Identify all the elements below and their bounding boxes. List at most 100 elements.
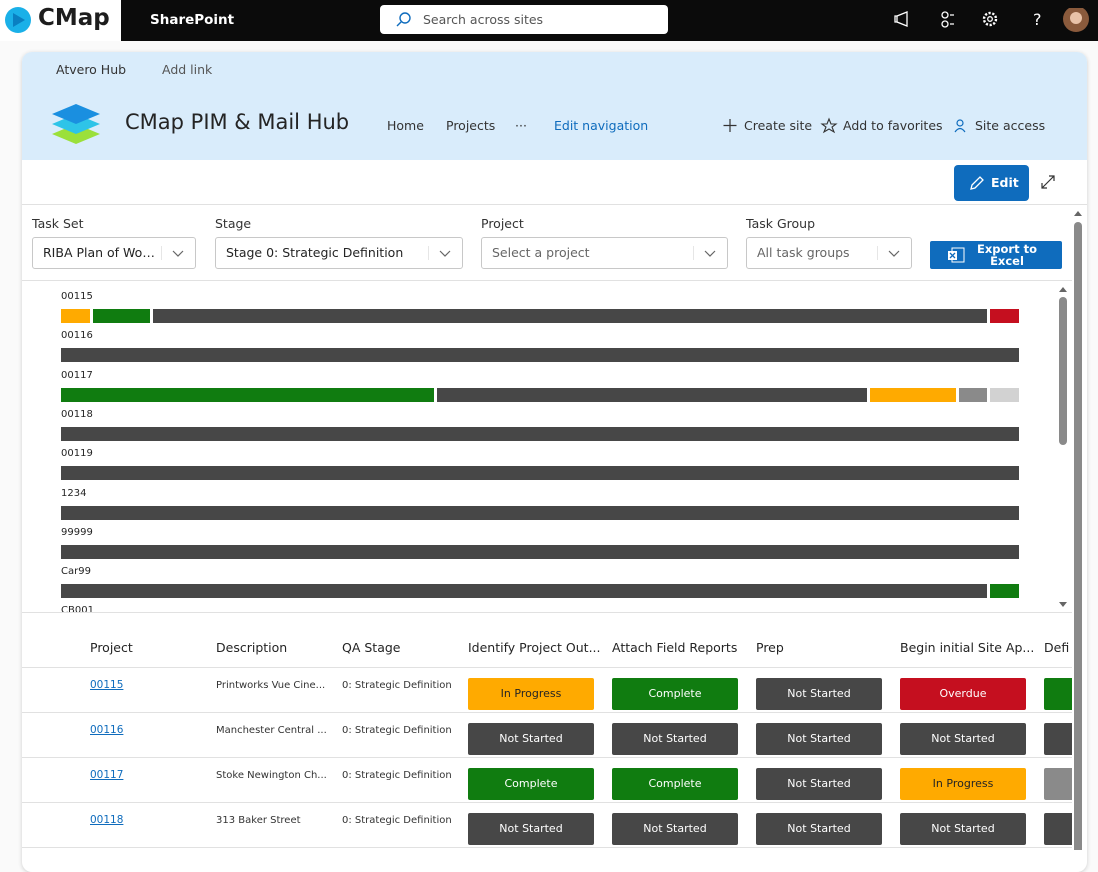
status-pill[interactable]: Not Started — [612, 723, 738, 755]
progress-segment — [61, 584, 988, 599]
project-label: 00116 — [61, 330, 93, 342]
filter-dropdown[interactable]: RIBA Plan of Work... — [32, 237, 196, 269]
project-label: 00118 — [61, 408, 93, 420]
status-pill[interactable]: Complete — [468, 768, 594, 800]
description: Manchester Central ... — [216, 725, 327, 736]
project-label: 00115 — [61, 291, 93, 302]
divider — [22, 280, 1072, 281]
filter-value: Stage 0: Strategic Definition — [226, 245, 404, 260]
status-text: In Progress — [500, 687, 562, 700]
project-link[interactable]: 00115 — [90, 679, 124, 691]
qa-stage: 0: Strategic Definition — [342, 725, 452, 736]
status-text: Complete — [648, 777, 702, 790]
page: { "top_bar": {"brand": "CMap", "app": "S… — [0, 0, 1098, 850]
status-text: Not Started — [931, 822, 995, 835]
filter-label: Task Set — [32, 216, 84, 231]
site-nav-link[interactable]: Edit navigation — [554, 118, 649, 133]
project-label: 00117 — [61, 369, 93, 381]
export-button[interactable]: Export to Excel — [930, 241, 1062, 269]
site-logo — [52, 104, 100, 144]
filter-dropdown[interactable]: Select a project — [481, 237, 728, 269]
description: 313 Baker Street — [216, 815, 301, 826]
column-header[interactable]: Defi — [1044, 640, 1070, 655]
status-pill[interactable] — [1044, 813, 1072, 845]
search-box[interactable]: Search across sites — [380, 5, 668, 34]
chart-scrollbar[interactable] — [1056, 283, 1070, 611]
chevron — [693, 246, 716, 260]
status-pill[interactable] — [1044, 723, 1072, 755]
hub-nav-link[interactable]: Add link — [162, 62, 213, 77]
site-nav-link[interactable]: Projects — [446, 118, 496, 133]
app-name[interactable]: SharePoint — [150, 12, 235, 28]
status-pill[interactable]: Overdue — [900, 678, 1026, 710]
brand-name: CMap — [38, 5, 110, 31]
site-action[interactable]: Site access — [975, 118, 1046, 133]
qa-stage: 0: Strategic Definition — [342, 770, 452, 781]
project-label: CB001 — [61, 605, 94, 612]
apps-icon[interactable] — [941, 11, 954, 28]
site-action[interactable]: Create site — [744, 118, 813, 133]
status-pill[interactable]: Not Started — [756, 813, 882, 845]
settings-icon[interactable] — [982, 11, 998, 27]
filter-dropdown[interactable]: Stage 0: Strategic Definition — [215, 237, 463, 269]
status-table: Project Description QA Stage Identify Proje… — [22, 620, 1072, 850]
status-pill[interactable] — [1044, 678, 1072, 710]
progress-segment — [61, 466, 1019, 481]
export-label: Export to Excel — [977, 242, 1037, 268]
status-pill[interactable]: In Progress — [900, 768, 1026, 800]
status-text: Not Started — [787, 732, 851, 745]
filter-value: All task groups — [757, 245, 850, 260]
site-nav-link[interactable]: ··· — [515, 118, 527, 133]
status-text: Not Started — [643, 732, 707, 745]
status-pill[interactable]: Complete — [612, 678, 738, 710]
status-pill[interactable]: Complete — [612, 768, 738, 800]
progress-segment — [61, 544, 1019, 559]
site-nav-link[interactable]: Home — [387, 118, 424, 133]
row-divider — [22, 757, 1072, 758]
status-pill[interactable] — [1044, 768, 1072, 800]
column-header[interactable]: Identify Project Out... — [468, 640, 601, 655]
status-pill[interactable]: Not Started — [756, 768, 882, 800]
help-icon[interactable]: ? — [1033, 10, 1042, 29]
filter-dropdown[interactable]: All task groups — [746, 237, 912, 269]
column-header[interactable]: Project — [90, 640, 133, 655]
status-pill[interactable]: Not Started — [900, 813, 1026, 845]
column-header[interactable]: QA Stage — [342, 640, 401, 655]
status-pill[interactable]: Not Started — [468, 723, 594, 755]
column-header[interactable]: Description — [216, 640, 288, 655]
status-text: Not Started — [787, 687, 851, 700]
progress-segment — [869, 387, 956, 402]
status-pill[interactable]: Not Started — [612, 813, 738, 845]
excel-icon — [948, 247, 965, 263]
status-pill[interactable]: Not Started — [468, 813, 594, 845]
progress-segment — [61, 426, 1019, 441]
progress-segment — [958, 387, 988, 402]
page-scrollbar[interactable] — [1070, 206, 1086, 850]
filter-label: Project — [481, 216, 524, 231]
qa-stage: 0: Strategic Definition — [342, 680, 452, 691]
chevron — [428, 246, 451, 260]
hub-nav-link[interactable]: Atvero Hub — [56, 62, 127, 77]
status-pill[interactable]: Not Started — [900, 723, 1026, 755]
filter-value: Select a project — [492, 245, 590, 260]
progress-segment — [990, 309, 1019, 323]
project-link[interactable]: 00117 — [90, 769, 124, 781]
status-pill[interactable]: Not Started — [756, 678, 882, 710]
progress-segment — [990, 584, 1019, 599]
top-icons: ? — [894, 8, 1089, 32]
edit-button[interactable]: Edit — [954, 165, 1029, 201]
column-header[interactable]: Begin initial Site Ap... — [900, 640, 1035, 655]
status-text: Not Started — [931, 732, 995, 745]
project-link[interactable]: 00116 — [90, 724, 124, 736]
project-link[interactable]: 00118 — [90, 814, 124, 826]
column-header[interactable]: Prep — [756, 640, 784, 655]
status-pill[interactable]: In Progress — [468, 678, 594, 710]
progress-chart: 00115 00116 00117 00118 00119 1234 99999 Car99 C… — [22, 281, 1056, 612]
site-action[interactable]: Add to favorites — [843, 118, 943, 133]
row-divider — [22, 802, 1072, 803]
expand-icon[interactable] — [1040, 174, 1056, 190]
megaphone-icon[interactable] — [894, 11, 908, 27]
status-pill[interactable]: Not Started — [756, 723, 882, 755]
column-header[interactable]: Attach Field Reports — [612, 640, 738, 655]
avatar[interactable] — [1063, 8, 1089, 32]
